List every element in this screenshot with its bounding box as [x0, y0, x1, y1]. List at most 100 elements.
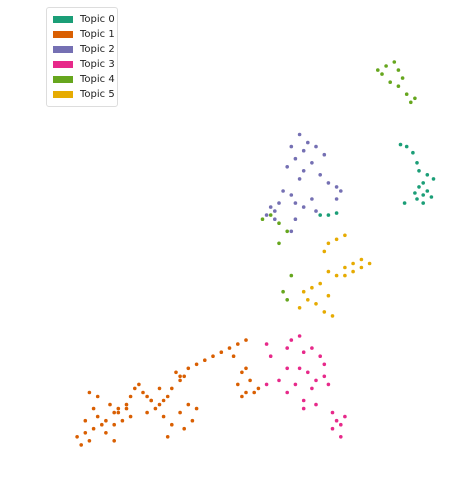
- point-topic-4-8: [409, 100, 413, 105]
- point-topic-1-2: [75, 435, 79, 439]
- point-topic-1-54: [137, 382, 141, 387]
- point-topic-0-1: [404, 144, 409, 149]
- point-topic-4-11: [260, 217, 265, 221]
- point-topic-1-30: [194, 362, 199, 367]
- point-topic-5-12: [343, 273, 347, 278]
- point-topic-2-19: [314, 209, 318, 213]
- point-topic-3-21: [334, 418, 339, 423]
- legend-swatch-topic-1: [53, 31, 73, 38]
- point-topic-5-0: [326, 241, 331, 246]
- point-topic-4-9: [413, 96, 417, 101]
- point-topic-1-26: [170, 386, 174, 391]
- point-topic-0-9: [425, 189, 430, 193]
- point-topic-4-3: [396, 68, 401, 72]
- point-topic-2-22: [277, 201, 281, 205]
- point-topic-1-51: [190, 418, 195, 423]
- point-topic-1-60: [149, 398, 153, 403]
- series-topic-2: [264, 132, 343, 234]
- legend-label-topic-5: Topic 5: [80, 89, 115, 100]
- point-topic-1-17: [104, 431, 108, 435]
- point-topic-1-62: [128, 394, 133, 399]
- point-topic-2-13: [334, 185, 339, 189]
- legend: Topic 0 Topic 1 Topic 2 Topic 3 Topic 4 …: [46, 7, 118, 107]
- point-topic-1-49: [186, 402, 191, 407]
- point-topic-2-15: [289, 193, 294, 197]
- legend-item-topic-3: Topic 3: [53, 57, 117, 72]
- point-topic-2-11: [297, 177, 302, 181]
- point-topic-4-18: [285, 298, 290, 302]
- point-topic-4-14: [285, 229, 290, 234]
- point-topic-1-28: [182, 374, 186, 379]
- point-topic-5-15: [301, 289, 306, 294]
- point-topic-0-5: [425, 173, 430, 177]
- point-topic-0-15: [421, 201, 426, 205]
- point-topic-3-12: [326, 382, 331, 387]
- point-topic-5-5: [334, 273, 339, 278]
- point-topic-0-12: [429, 195, 434, 199]
- point-topic-2-27: [339, 189, 343, 193]
- point-topic-1-64: [116, 406, 121, 411]
- point-topic-5-9: [367, 261, 372, 266]
- point-topic-4-6: [396, 84, 401, 88]
- point-topic-5-14: [310, 285, 314, 290]
- point-topic-1-59: [157, 386, 162, 391]
- point-topic-2-6: [293, 156, 298, 161]
- point-topic-0-2: [411, 150, 415, 155]
- point-topic-1-25: [165, 394, 170, 399]
- legend-item-topic-0: Topic 0: [53, 12, 117, 27]
- point-topic-1-14: [83, 418, 88, 423]
- point-topic-3-13: [310, 386, 314, 391]
- point-topic-1-43: [244, 366, 248, 371]
- point-topic-2-17: [293, 201, 298, 205]
- point-topic-1-21: [153, 406, 158, 411]
- point-topic-3-16: [277, 378, 281, 383]
- point-topic-4-7: [404, 92, 409, 96]
- point-topic-1-37: [231, 354, 236, 359]
- series-topic-3: [264, 334, 347, 439]
- point-topic-0-14: [402, 201, 407, 205]
- point-topic-1-38: [240, 370, 244, 375]
- point-topic-2-21: [268, 205, 273, 209]
- point-topic-1-24: [161, 398, 166, 403]
- point-topic-1-1: [87, 439, 92, 443]
- point-topic-3-24: [330, 426, 335, 431]
- point-topic-3-8: [297, 366, 302, 371]
- point-topic-1-31: [203, 358, 207, 363]
- point-topic-5-20: [330, 314, 335, 318]
- point-topic-3-18: [301, 398, 306, 403]
- point-topic-1-22: [157, 402, 162, 407]
- point-topic-0-4: [417, 169, 421, 173]
- point-topic-2-14: [281, 189, 285, 193]
- point-topic-2-24: [264, 213, 269, 217]
- point-topic-0-7: [421, 181, 426, 185]
- point-topic-1-11: [124, 406, 129, 411]
- point-topic-0-17: [334, 211, 339, 215]
- point-topic-2-3: [301, 148, 306, 153]
- point-topic-1-4: [91, 426, 96, 431]
- legend-label-topic-1: Topic 1: [80, 29, 115, 40]
- point-topic-1-40: [252, 390, 256, 395]
- point-topic-0-11: [421, 193, 426, 197]
- point-topic-1-45: [240, 394, 244, 399]
- point-topic-3-9: [306, 370, 310, 375]
- point-topic-3-3: [289, 338, 294, 342]
- point-topic-2-2: [289, 144, 294, 149]
- point-topic-1-41: [244, 390, 248, 395]
- point-topic-4-1: [384, 64, 388, 68]
- legend-label-topic-0: Topic 0: [80, 14, 115, 25]
- point-topic-5-6: [343, 265, 347, 270]
- point-topic-3-1: [268, 354, 273, 359]
- point-topic-4-17: [281, 289, 285, 294]
- point-topic-2-0: [297, 132, 302, 137]
- point-topic-1-55: [133, 386, 137, 391]
- legend-swatch-topic-3: [53, 61, 73, 68]
- point-topic-2-12: [326, 181, 331, 185]
- point-topic-1-5: [100, 422, 104, 427]
- point-topic-1-35: [236, 342, 240, 346]
- point-topic-1-32: [211, 354, 215, 359]
- point-topic-4-15: [277, 241, 281, 246]
- point-topic-5-16: [306, 298, 310, 302]
- point-topic-5-8: [359, 257, 364, 262]
- point-topic-0-18: [318, 213, 323, 217]
